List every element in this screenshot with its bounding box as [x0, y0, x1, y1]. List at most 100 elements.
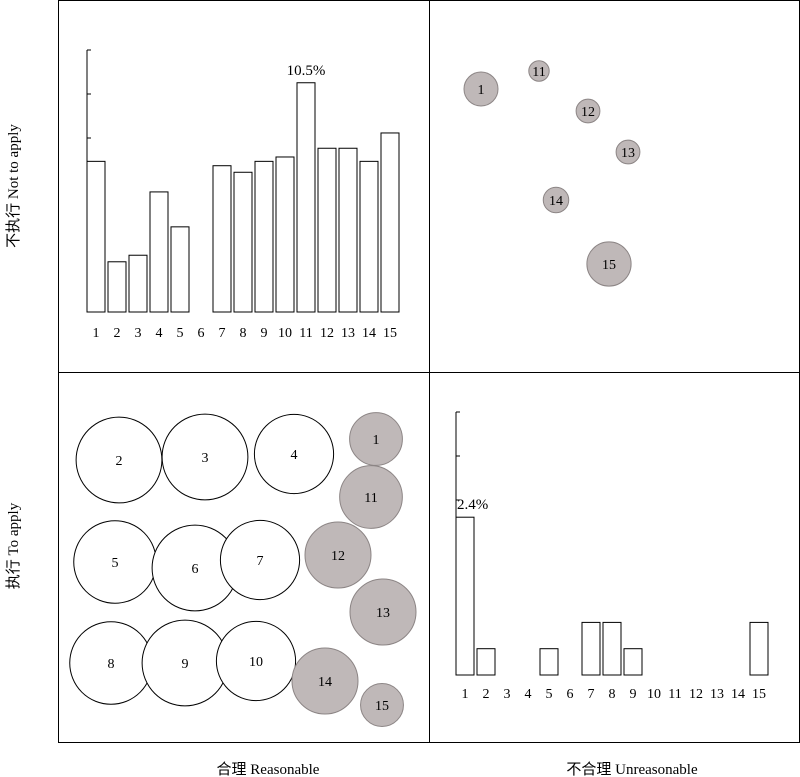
- bubble-label-grey-1: 1: [373, 433, 380, 448]
- bubble-12: [575, 98, 601, 124]
- bubble-label-white-9: 9: [182, 657, 189, 672]
- bubble-label-white-6: 6: [192, 562, 199, 577]
- x-tick-label-15: 15: [752, 687, 766, 702]
- bar-chart-to-apply-unreasonable: 1 2 3 4 5 6 7 8 9 10 11 12 13 14 152.4%: [455, 411, 769, 702]
- bubble-label-white-2: 2: [116, 454, 123, 469]
- x-tick-label-10: 10: [278, 326, 292, 341]
- bar-15: [749, 621, 769, 676]
- bubble-label-1: 1: [478, 83, 485, 98]
- bubble-label-13: 13: [621, 146, 635, 161]
- x-tick-label-7: 7: [219, 326, 226, 341]
- bubble-grey-14: [291, 647, 359, 715]
- bar-4: [149, 191, 169, 313]
- bubble-label-grey-14: 14: [318, 675, 332, 690]
- bar-13: [338, 147, 358, 313]
- x-tick-label-14: 14: [362, 326, 376, 341]
- bar-8: [233, 171, 253, 313]
- bubble-grey-1: [349, 412, 403, 466]
- bubble-label-white-7: 7: [257, 554, 264, 569]
- x-tick-label-12: 12: [689, 687, 703, 702]
- x-tick-label-4: 4: [525, 687, 532, 702]
- x-tick-label-13: 13: [341, 326, 355, 341]
- bar-8: [602, 621, 622, 676]
- bubble-label-grey-13: 13: [376, 606, 390, 621]
- x-tick-label-4: 4: [156, 326, 163, 341]
- bubble-label-11: 11: [532, 65, 545, 80]
- x-tick-label-10: 10: [647, 687, 661, 702]
- bar-14: [359, 160, 379, 313]
- bubble-13: [615, 139, 641, 165]
- bubble-label-white-10: 10: [249, 655, 263, 670]
- bubble-label-12: 12: [581, 105, 595, 120]
- bar-1: [86, 160, 106, 313]
- data-label-1: 2.4%: [457, 497, 488, 513]
- bubble-label-white-8: 8: [108, 657, 115, 672]
- bar-7: [581, 621, 601, 676]
- bubble-label-white-3: 3: [202, 451, 209, 466]
- column-label-reasonable: 合理 Reasonable: [217, 761, 320, 777]
- bubble-11: [528, 60, 550, 82]
- row-label-not-to-apply: 不执行 Not to apply: [5, 124, 22, 248]
- x-tick-label-15: 15: [383, 326, 397, 341]
- bubble-white-3: [161, 413, 249, 501]
- x-tick-label-13: 13: [710, 687, 724, 702]
- bar-9: [623, 648, 643, 676]
- bar-9: [254, 160, 274, 313]
- bubble-white-7: [219, 519, 301, 601]
- bar-5: [539, 648, 559, 676]
- bubble-white-4: [253, 413, 335, 495]
- bubble-label-white-4: 4: [291, 448, 298, 463]
- x-tick-label-12: 12: [320, 326, 334, 341]
- bar-7: [212, 165, 232, 313]
- x-tick-label-8: 8: [609, 687, 616, 702]
- x-tick-label-6: 6: [198, 326, 205, 341]
- bar-10: [275, 156, 295, 313]
- bubble-14: [542, 186, 570, 214]
- x-tick-label-7: 7: [588, 687, 595, 702]
- bubble-grey-12: [304, 521, 372, 589]
- bar-5: [170, 226, 190, 313]
- bubble-label-15: 15: [602, 258, 616, 273]
- x-tick-label-14: 14: [731, 687, 745, 702]
- bubble-label-grey-12: 12: [331, 549, 345, 564]
- bar-3: [128, 254, 148, 313]
- x-tick-label-8: 8: [240, 326, 247, 341]
- bubble-label-grey-11: 11: [364, 491, 377, 506]
- x-tick-label-11: 11: [668, 687, 681, 702]
- row-label-to-apply: 执行 To apply: [5, 502, 22, 589]
- x-tick-label-3: 3: [504, 687, 511, 702]
- x-tick-label-9: 9: [630, 687, 637, 702]
- x-tick-label-11: 11: [299, 326, 312, 341]
- bubble-grey-11: [339, 465, 403, 529]
- x-tick-label-2: 2: [114, 326, 121, 341]
- x-tick-label-3: 3: [135, 326, 142, 341]
- x-tick-label-1: 1: [462, 687, 469, 702]
- x-tick-label-5: 5: [546, 687, 553, 702]
- bar-15: [380, 132, 400, 313]
- bar-2: [476, 648, 496, 676]
- bar-11: [296, 82, 316, 313]
- bubble-label-white-5: 5: [112, 556, 119, 571]
- bubble-15: [586, 241, 632, 287]
- bubble-1: [463, 71, 499, 107]
- bubble-grey-13: [349, 578, 417, 646]
- x-tick-label-9: 9: [261, 326, 268, 341]
- x-tick-label-2: 2: [483, 687, 490, 702]
- x-tick-label-1: 1: [93, 326, 100, 341]
- bubble-label-grey-15: 15: [375, 699, 389, 714]
- bar-2: [107, 261, 127, 313]
- data-label-11: 10.5%: [287, 63, 326, 79]
- bubble-label-14: 14: [549, 194, 563, 209]
- bubble-white-10: [215, 620, 297, 702]
- bar-1: [455, 516, 475, 676]
- x-tick-label-6: 6: [567, 687, 574, 702]
- bar-12: [317, 147, 337, 313]
- quadrant-top-right-border: [429, 0, 800, 373]
- column-label-unreasonable: 不合理 Unreasonable: [566, 761, 698, 777]
- bubble-grey-15: [360, 683, 404, 727]
- x-tick-label-5: 5: [177, 326, 184, 341]
